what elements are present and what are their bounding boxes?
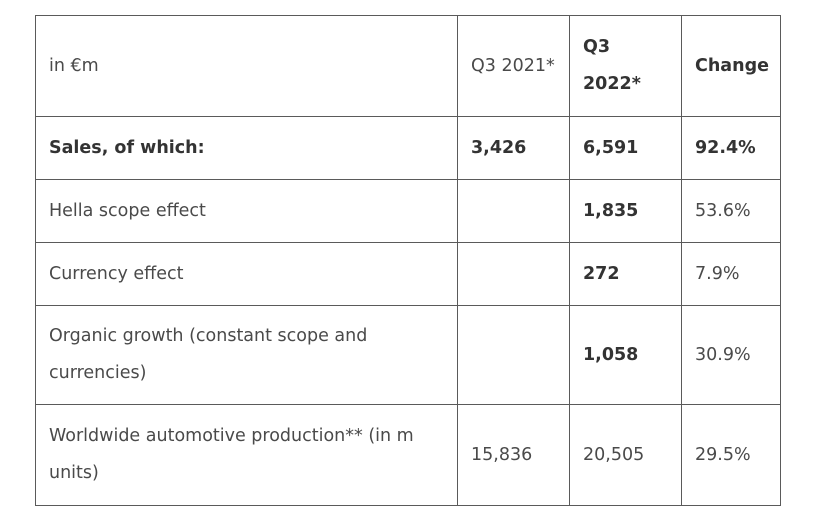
header-q3-2022: Q3 2022* (569, 15, 682, 117)
header-change: Change (681, 15, 781, 117)
row-change-value: 30.9% (681, 305, 781, 405)
row-q3-2021-value (457, 242, 570, 306)
row-q3-2022-value: 6,591 (569, 116, 682, 180)
row-label: Worldwide automotive production** (in m … (35, 404, 458, 506)
header-unit: in €m (35, 15, 458, 117)
table-row: Currency effect 272 7.9% (35, 242, 781, 306)
row-q3-2022-value: 1,835 (569, 179, 682, 243)
table-header-row: in €m Q3 2021* Q3 2022* Change (35, 15, 781, 117)
row-change-value: 92.4% (681, 116, 781, 180)
row-change-value: 29.5% (681, 404, 781, 506)
table-row: Hella scope effect 1,835 53.6% (35, 179, 781, 243)
row-q3-2021-value (457, 179, 570, 243)
row-q3-2021-value: 15,836 (457, 404, 570, 506)
row-q3-2022-value: 1,058 (569, 305, 682, 405)
row-q3-2022-value: 20,505 (569, 404, 682, 506)
row-change-value: 7.9% (681, 242, 781, 306)
table-row: Worldwide automotive production** (in m … (35, 404, 781, 506)
row-label: Organic growth (constant scope and curre… (35, 305, 458, 405)
row-q3-2022-value: 272 (569, 242, 682, 306)
row-q3-2021-value: 3,426 (457, 116, 570, 180)
header-q3-2021: Q3 2021* (457, 15, 570, 117)
row-label: Sales, of which: (35, 116, 458, 180)
row-change-value: 53.6% (681, 179, 781, 243)
table-row: Sales, of which: 3,426 6,591 92.4% (35, 116, 781, 180)
row-label: Hella scope effect (35, 179, 458, 243)
table-row: Organic growth (constant scope and curre… (35, 305, 781, 405)
sales-table: in €m Q3 2021* Q3 2022* Change Sales, of… (35, 15, 781, 506)
row-q3-2021-value (457, 305, 570, 405)
row-label: Currency effect (35, 242, 458, 306)
